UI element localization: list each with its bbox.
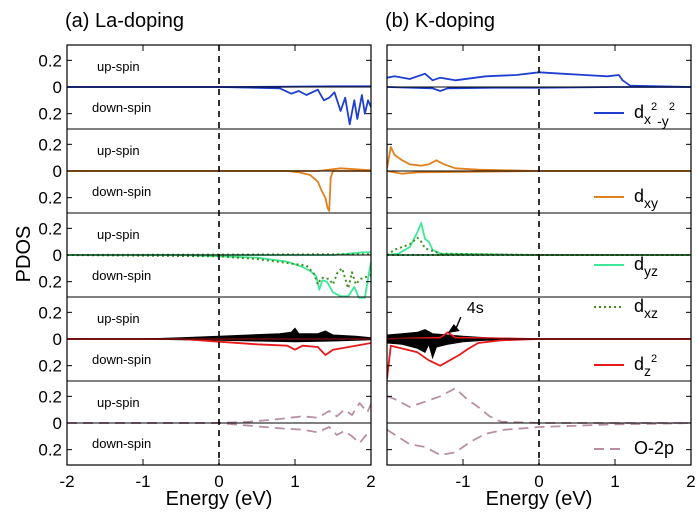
panel-b-x-axis-label: Energy (eV)	[486, 488, 593, 510]
panel-b-row-1-legend-span: d	[634, 186, 644, 206]
panel-a-row-4-down-spin-label: down-spin	[92, 436, 151, 451]
panel-a-row-0-ytick-label-2: 0.2	[38, 105, 62, 124]
panel-a-row-1-up-spin-label: up-spin	[97, 143, 140, 158]
panel-a-row-2-down-spin-label: down-spin	[92, 268, 151, 283]
panel-a-row-2-dyz-series-1-down-line	[67, 254, 371, 290]
panel-b-title: (b) K-doping	[385, 10, 495, 32]
panel-a-row-4-O-2p-series-0-up-line	[67, 402, 371, 424]
panel-b-xtick-label-1: -1	[455, 472, 470, 491]
panel-b-row-2-series-group	[387, 222, 691, 256]
panel-b-row-3-annotation-arrowhead	[447, 324, 460, 333]
panel-a-row-4-series-group	[67, 402, 371, 444]
panel-a-row-0-ytick-label-1: 0	[53, 78, 62, 97]
panel-a-row-4-ytick-label-1: 0	[53, 414, 62, 433]
panel-b-row-2-legend-span: d	[634, 296, 644, 316]
panel-a-row-4-ytick-label-2: 0.2	[38, 441, 62, 460]
panel-a-xtick-label-4: 2	[366, 472, 375, 491]
panel-b-row-0-legend-span: x	[644, 111, 651, 127]
panel-a-xtick-label-2: 0	[214, 472, 223, 491]
panel-a-row-3-dz2-series-1-down-line	[67, 338, 371, 356]
panel-a-row-3-down-spin-label: down-spin	[92, 352, 151, 367]
panel-a-row-4-O-2p-series-0-down-line	[67, 422, 371, 444]
panel-b-xtick-label-4: 2	[686, 472, 695, 491]
panel-a-row-2-ytick-label-2: 0.2	[38, 273, 62, 292]
panel-b-row-2-legend-span: d	[634, 254, 644, 274]
panel-a-row-1-dxy-series-0-down-line	[67, 170, 371, 212]
panel-b-row-3-legend-span: z	[644, 363, 651, 379]
panel-b-row-2-dyz-series-1-up-line	[387, 236, 691, 256]
panel-b-row-2-legend-span: yz	[644, 263, 658, 279]
panel-b-row-1-legend-span: xy	[644, 195, 658, 211]
panel-a-x-axis-label: Energy (eV)	[166, 488, 273, 510]
panel-a-row-0-down-spin-label: down-spin	[92, 100, 151, 115]
panel-a-row-0-dx2-y2-series-0-down-line	[67, 86, 371, 126]
panel-b-row-3-annotation-arrow	[455, 316, 462, 330]
panel-a-row-1-ytick-label-2: 0.2	[38, 189, 62, 208]
panel-b-row-1-legend-label-0: dxy	[634, 186, 658, 211]
panel-a-row-3-up-spin-label: up-spin	[97, 311, 140, 326]
panel-b-row-0-legend-span: d	[634, 102, 644, 122]
y-axis-label: PDOS	[13, 226, 35, 283]
panel-b-xtick-label-3: 1	[610, 472, 619, 491]
panel-a-xtick-label-3: 1	[290, 472, 299, 491]
panel-a-xtick-label-1: -1	[135, 472, 150, 491]
panel-b-row-0-legend-label-0: dx2-y2	[634, 101, 675, 129]
panel-a-row-2-ytick-label-1: 0	[53, 246, 62, 265]
panel-b-row-3-dz2-series-1-down-line	[387, 338, 691, 380]
panel-a-title: (a) La-doping	[65, 10, 184, 32]
panel-a-row-1-ytick-label-1: 0	[53, 162, 62, 181]
panel-a-row-3-ytick-label-0: 0.2	[38, 303, 62, 322]
panel-b-row-0-legend-span: 2	[669, 101, 675, 113]
panel-a-row-1-ytick-label-0: 0.2	[38, 135, 62, 154]
panel-a-row-0-ytick-label-0: 0.2	[38, 51, 62, 70]
panel-a-row-4-up-spin-label: up-spin	[97, 395, 140, 410]
panel-b-row-4-series-group	[387, 387, 691, 456]
panel-b-row-4-O-2p-series-0-down-line	[387, 422, 691, 456]
panel-a-row-1-down-spin-label: down-spin	[92, 184, 151, 199]
panel-b-row-2-legend-label-1: dxz	[634, 296, 658, 321]
panel-b-row-3-annotation-label: 4s	[467, 300, 484, 317]
panel-a-xtick-label-0: -2	[59, 472, 74, 491]
panel-a-row-2-dyz-series-0-down-line	[67, 254, 371, 299]
panel-b-row-0-dx2-y2-series-0-up-line	[387, 71, 691, 88]
panel-b-row-3-legend-label-0: dz2	[634, 353, 657, 379]
panel-a-row-0-up-spin-label: up-spin	[97, 59, 140, 74]
panel-b-row-4-legend-label-0: O-2p	[634, 438, 674, 458]
panel-a-row-2-ytick-label-0: 0.2	[38, 219, 62, 238]
panel-a-row-3-ytick-label-1: 0	[53, 330, 62, 349]
panel-a-row-4-ytick-label-0: 0.2	[38, 387, 62, 406]
panel-a-row-2-up-spin-label: up-spin	[97, 227, 140, 242]
panel-b-xtick-label-2: 0	[534, 472, 543, 491]
panel-a-row-3-ytick-label-2: 0.2	[38, 357, 62, 376]
panel-b-row-0-legend-span: 2	[651, 101, 657, 113]
panel-b-row-0-legend-span: -y	[657, 113, 669, 129]
panel-b-row-4-O-2p-series-0-up-line	[387, 387, 691, 424]
panel-b-row-2-legend-span: xz	[644, 305, 658, 321]
panel-b-row-3-legend-span: 2	[651, 353, 657, 365]
panel-b-row-1-dxy-series-0-up-line	[387, 146, 691, 172]
panel-b-row-3-legend-span: d	[634, 354, 644, 374]
plot-layer: 0.2 0 0.2 up-spin down-spin 0.2 0 0.2 up-spin dow…	[38, 44, 696, 491]
panel-b-row-2-legend-label-0: dyz	[634, 254, 658, 279]
panel-a-row-3-dz2-series-0-up-area	[67, 327, 371, 340]
